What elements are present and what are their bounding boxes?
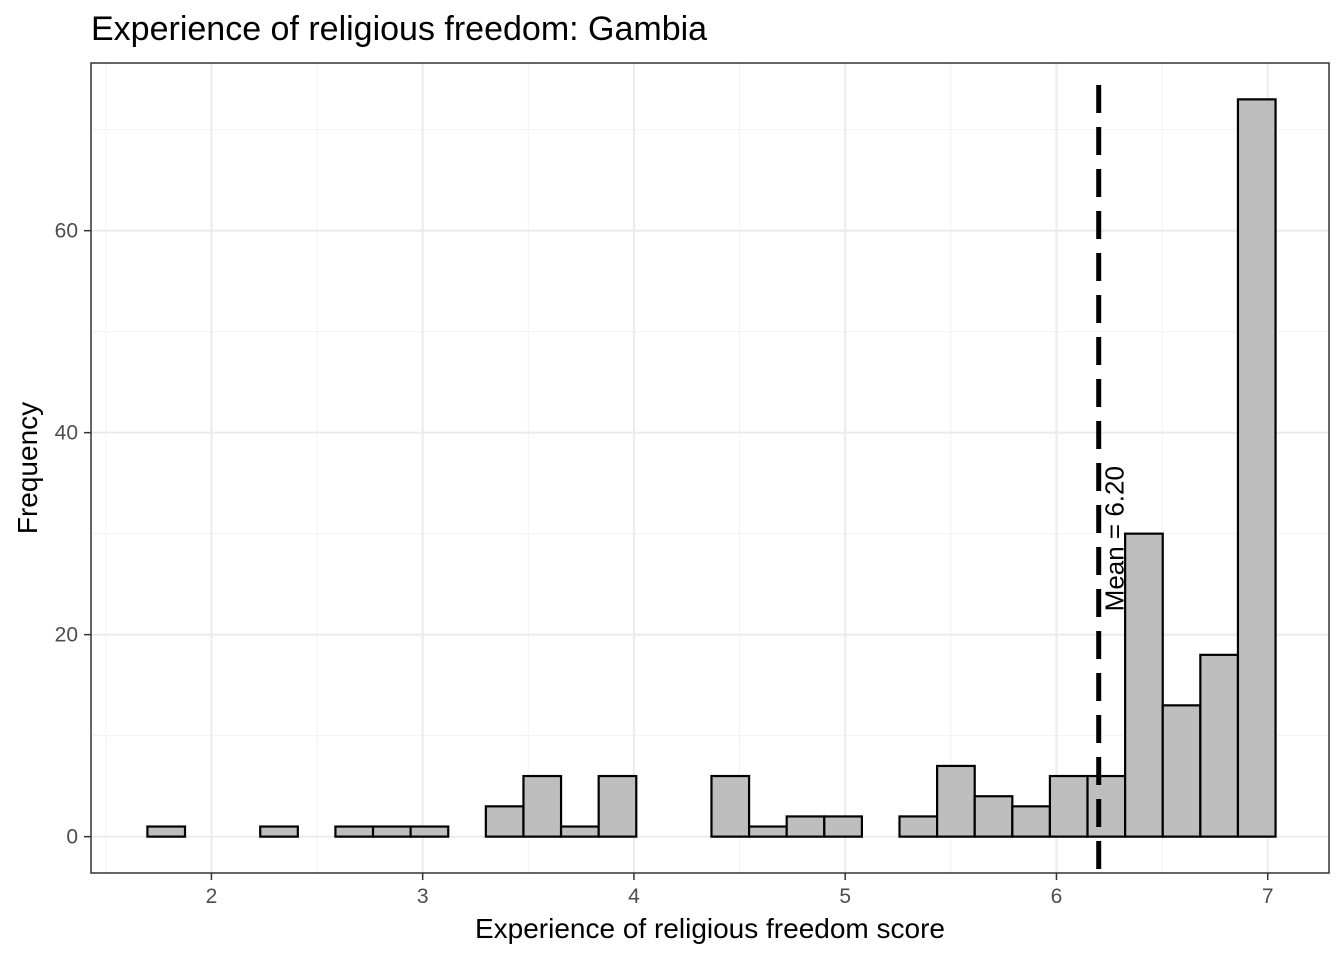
histogram-bar — [259, 825, 299, 838]
histogram-bar — [747, 825, 788, 838]
histogram-bar — [936, 764, 976, 838]
plot-panel: Mean = 6.20 — [90, 62, 1330, 874]
histogram-bar — [1161, 704, 1202, 838]
histogram-bar — [409, 825, 450, 838]
histogram-bar — [597, 774, 638, 838]
mean-label: Mean = 6.20 — [1100, 466, 1130, 611]
histogram-bar — [146, 825, 187, 838]
chart-title: Experience of religious freedom: Gambia — [91, 10, 707, 48]
histogram-bar — [710, 774, 751, 838]
histogram-bar — [1199, 653, 1240, 838]
y-tick-label: 20 — [55, 624, 78, 647]
histogram-bar — [559, 825, 600, 838]
histogram-bar — [522, 774, 563, 838]
x-tick-label: 5 — [839, 885, 851, 908]
histogram-bar — [484, 805, 525, 838]
x-tick-label: 7 — [1262, 885, 1274, 908]
histogram-bar — [898, 815, 939, 838]
x-tick-label: 2 — [206, 885, 218, 908]
x-tick-label: 6 — [1051, 885, 1063, 908]
histogram-bar — [1048, 774, 1089, 838]
histogram-bar — [1124, 532, 1164, 838]
x-tick-label: 3 — [417, 885, 429, 908]
y-axis-title: Frequency — [12, 402, 43, 534]
histogram-bar — [334, 825, 375, 838]
panel-background — [91, 63, 1329, 873]
x-axis-title: Experience of religious freedom score — [475, 913, 945, 944]
y-tick-label: 60 — [55, 220, 78, 243]
y-tick-label: 40 — [55, 422, 78, 445]
panel-border — [90, 62, 1330, 874]
histogram-bar — [1011, 805, 1052, 838]
x-tick-label: 4 — [628, 885, 640, 908]
histogram-bar — [785, 815, 826, 838]
histogram-bar — [1086, 774, 1127, 838]
histogram-bar — [371, 825, 412, 838]
histogram-bar — [1236, 98, 1277, 838]
histogram-bar — [823, 815, 863, 838]
histogram-bar — [973, 795, 1014, 838]
y-tick-label: 0 — [66, 826, 78, 849]
